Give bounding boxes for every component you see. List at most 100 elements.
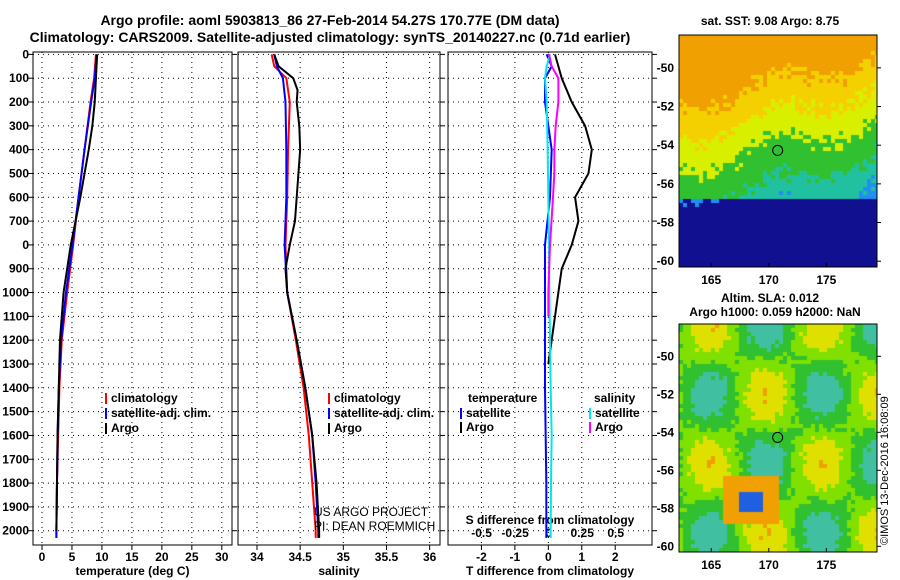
plot-frame [447,51,653,546]
depth-tick-label: 1600 [2,428,29,442]
s-diff-tick-label: 0 [545,526,552,540]
lat-tick-label: -54 [657,425,675,439]
depth-tick-label: 400 [9,143,29,157]
legend-label: Argo [595,420,623,434]
lat-tick-label: -50 [657,61,675,75]
x-tick-label: -1 [510,550,521,564]
sla-map-canvas [679,324,877,552]
series-line-argo [55,54,99,531]
x-tick-label: 35 [337,550,351,564]
lat-tick-label: -50 [657,349,675,363]
lon-tick-label: 165 [701,273,721,287]
x-tick-label: 15 [125,550,139,564]
depth-tick-label: 1400 [2,381,29,395]
profile-location-marker [772,431,784,443]
legend-swatch [328,423,330,434]
x-axis-label: T difference from climatology [466,564,634,578]
legend-title-salinity: salinity [594,391,636,405]
depth-tick-label: 700 [9,214,29,228]
lat-tick-label: -56 [657,177,675,191]
lat-tick-label: -52 [657,100,675,114]
x-tick-label: 34.5 [288,550,312,564]
lat-tick-label: -58 [657,501,675,515]
map-title: Altim. SLA: 0.012 [721,291,819,305]
lat-tick-label: -52 [657,387,675,401]
figure-title: Argo profile: aoml 5903813_86 27-Feb-201… [100,12,560,28]
depth-tick-label: 200 [9,95,29,109]
legend-label: climatology [111,391,178,405]
x-tick-label: 30 [215,550,229,564]
legend-label: satellite [466,406,511,420]
x-tick-label: 0 [545,550,552,564]
credit-project: US ARGO PROJECT [314,505,429,519]
map-title: sat. SST: 9.08 Argo: 8.75 [701,14,840,28]
map-4: 165 170 175 -50 -52 -54 -56 -58 -60 Altim. SLA: 0… [657,291,881,572]
x-tick-label: 35.5 [375,550,399,564]
s-diff-tick-label: -0.5 [471,526,492,540]
s-diff-tick-label: 0.25 [571,526,595,540]
x-axis-label: salinity [318,564,360,578]
x-tick-label: 34 [250,550,264,564]
s-diff-tick-label: 0.5 [607,526,624,540]
legend-swatch [105,423,107,434]
profile-location-marker [772,144,784,156]
profile-panel-0: 0 5 10 15 20 25 30 temperature (deg C) 0 100 200 30… [2,47,237,578]
depth-tick-label: 300 [9,119,29,133]
series-line-argo [273,54,321,538]
series-line-climatology [270,54,317,538]
lat-tick-label: -56 [657,463,675,477]
legend-label: Argo [466,420,494,434]
x-tick-label: 36 [423,550,437,564]
legend-swatch [105,393,107,404]
depth-tick-label: 1700 [2,452,29,466]
depth-tick-label: 0 [22,47,29,61]
depth-tick-label: 1100 [3,309,29,323]
depth-tick-label: 100 [9,71,29,85]
lon-tick-label: 175 [816,558,836,572]
legend-swatch [328,408,330,419]
plot-frame [32,51,233,546]
legend-swatch [460,422,462,433]
map-frame [678,323,878,553]
lon-tick-label: 170 [759,558,779,572]
legend-label: Argo [111,421,139,435]
depth-tick-label: 1500 [2,405,29,419]
lon-tick-label: 170 [759,273,779,287]
x-tick-label: -2 [476,550,487,564]
lat-tick-label: -58 [657,216,675,230]
depth-tick-label: 0 [22,238,29,252]
lat-tick-label: -60 [657,254,675,268]
legend-swatch [460,408,462,419]
lon-tick-label: 165 [701,558,721,572]
map-subtitle: Argo h1000: 0.059 h2000: NaN [689,305,860,319]
lon-tick-label: 175 [816,273,836,287]
legend-label: satellite-adj. clim. [111,406,211,420]
legend-label: climatology [334,391,401,405]
depth-tick-label: 600 [9,190,29,204]
x-tick-label: 2 [612,550,619,564]
legend-swatch [328,393,330,404]
x-tick-label: 5 [69,550,76,564]
x-tick-label: 1 [578,550,585,564]
legend-label: satellite-adj. clim. [334,406,434,420]
depth-tick-label: 1000 [2,286,29,300]
imos-stamp: ©IMOS 13-Dec-2016 16:08:09 [879,396,891,545]
legend-swatch [589,408,591,419]
map-3: 165 170 175 -50 -52 -54 -56 -58 -60 sat. SST: 9.0… [657,14,881,287]
x-tick-label: 10 [95,550,109,564]
legend-swatch [105,408,107,419]
depth-tick-label: 1900 [2,500,29,514]
legend-label: satellite [595,406,640,420]
depth-tick-label: 1200 [2,333,29,347]
profile-panel-2: -0.5 -0.25 0 0.25 0.5S difference from clima… [447,51,657,578]
s-diff-tick-label: -0.25 [501,526,529,540]
depth-tick-label: 2000 [2,524,29,538]
depth-tick-label: 1300 [2,357,29,371]
series-line-s-argo [547,54,560,317]
lat-tick-label: -60 [657,539,675,553]
lat-tick-label: -54 [657,138,675,152]
depth-tick-label: 900 [9,262,29,276]
legend-title-temperature: temperature [468,391,538,405]
depth-tick-label: 500 [9,166,29,180]
